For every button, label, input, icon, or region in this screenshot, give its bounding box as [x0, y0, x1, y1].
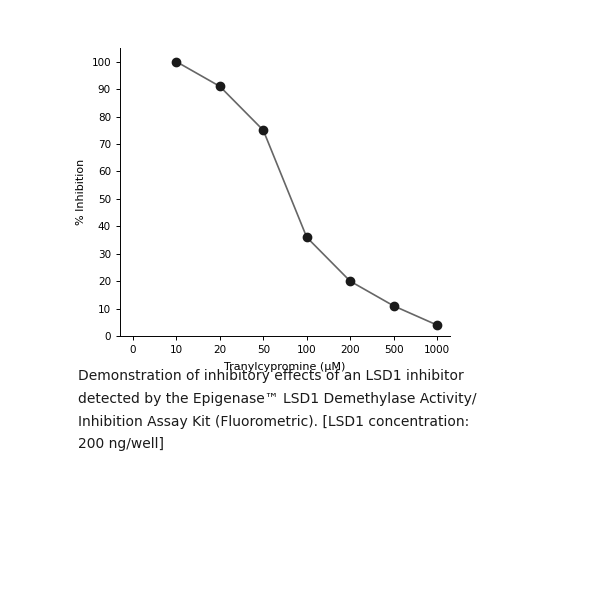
Text: Inhibition Assay Kit (Fluorometric). [LSD1 concentration:: Inhibition Assay Kit (Fluorometric). [LS…	[78, 415, 469, 428]
Text: detected by the Epigenase™ LSD1 Demethylase Activity/: detected by the Epigenase™ LSD1 Demethyl…	[78, 392, 476, 406]
Text: 200 ng/well]: 200 ng/well]	[78, 437, 164, 451]
X-axis label: Tranylcypromine (μM): Tranylcypromine (μM)	[224, 362, 346, 372]
Text: Demonstration of inhibitory effects of an LSD1 inhibitor: Demonstration of inhibitory effects of a…	[78, 369, 464, 383]
Y-axis label: % Inhibition: % Inhibition	[76, 159, 86, 225]
